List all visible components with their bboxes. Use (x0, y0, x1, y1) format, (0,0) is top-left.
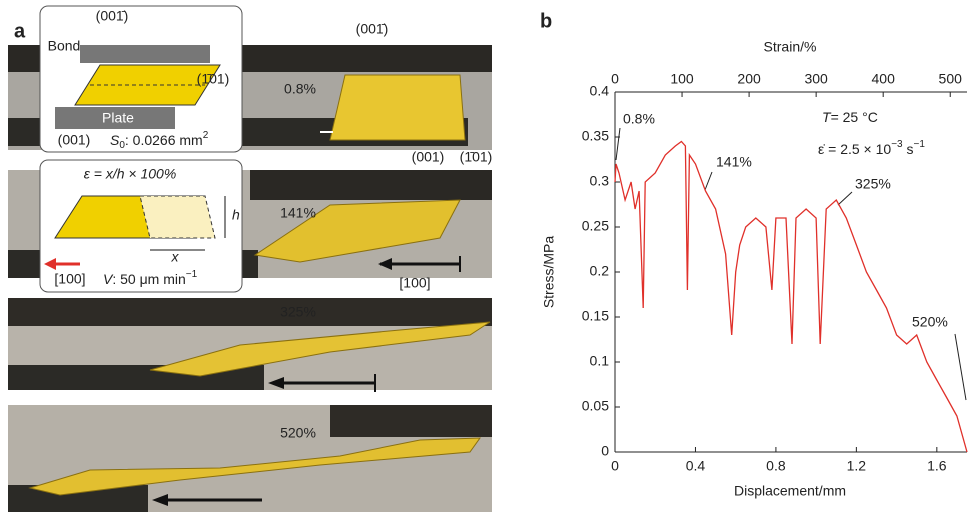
x2-tick-label: 500 (939, 71, 963, 87)
rate-unit-exp: −1 (913, 139, 925, 150)
speed-sup: −1 (186, 269, 198, 280)
photo-label: (1̄01) (460, 149, 493, 165)
temp-rest: = 25 °C (831, 109, 878, 125)
rate-unit: s (903, 141, 914, 157)
x2-tick-label: 300 (804, 71, 828, 87)
y-tick-label: 0.3 (590, 173, 610, 189)
area-sub: 0 (119, 140, 125, 151)
x-tick-label: 1.6 (927, 458, 947, 474)
frame-strain: 141% (280, 205, 316, 221)
x-tick-label: 0 (611, 458, 619, 474)
speed-label: V: 50 μm min−1 (103, 269, 198, 287)
inset-label: (001) (58, 132, 91, 148)
panel-label: a (14, 20, 26, 42)
temperature: T= 25 °C (822, 109, 878, 125)
x-tick-label: 1.2 (847, 458, 867, 474)
x2-tick-label: 200 (737, 71, 761, 87)
y-tick-label: 0.05 (582, 398, 609, 414)
y-tick-label: 0 (601, 443, 609, 459)
annotation: 325% (855, 176, 891, 192)
photo-label: [100] (399, 275, 430, 291)
temp-symbol: T (822, 109, 832, 125)
rate: ε̇ = 2.5 × 10−3 s−1 (818, 139, 925, 157)
inset-label: (1̄01) (197, 71, 230, 87)
inset-geometry-drawing (55, 45, 221, 129)
annotation-leaders (615, 127, 967, 401)
inset-label: Bond (48, 38, 81, 54)
rate-exp: −3 (891, 139, 903, 150)
inset-label: Plate (102, 110, 134, 126)
speed-rest: : 50 μm min (112, 271, 185, 287)
frame-strain: 520% (280, 425, 316, 441)
annotation: 520% (912, 314, 948, 330)
y-tick-label: 0.1 (590, 353, 610, 369)
photo-label: (001) (412, 149, 445, 165)
frame-strain: 325% (280, 304, 316, 320)
annotation: 0.8% (623, 111, 655, 127)
inset-label: (001̄) (96, 8, 129, 24)
speed-symbol: V (103, 271, 114, 287)
x2-axis-label: Strain/% (764, 39, 817, 55)
shear-formula: ε = x/h × 100% (84, 166, 177, 182)
x2-tick-label: 0 (611, 71, 619, 87)
stress-curve (614, 140, 968, 453)
inset-label: x (171, 249, 180, 265)
annotation: 141% (716, 154, 752, 170)
photo-label: (001̄) (356, 21, 389, 37)
y-tick-label: 0.25 (582, 218, 609, 234)
inset-label: [100] (54, 271, 85, 287)
inset-shear-drawing (44, 195, 226, 270)
area-symbol: S (110, 132, 120, 148)
y-axis-label: Stress/MPa (541, 236, 557, 309)
y-tick-label: 0.15 (582, 308, 609, 324)
area-sup: 2 (203, 130, 209, 141)
area-label: S0: 0.0266 mm2 (110, 130, 209, 151)
y-tick-label: 0.2 (590, 263, 610, 279)
inset-label: h (232, 207, 240, 223)
frame-strain: 0.8% (284, 81, 316, 97)
x2-tick-label: 100 (670, 71, 694, 87)
x-tick-label: 0.4 (686, 458, 706, 474)
area-rest: : 0.0266 mm (125, 132, 203, 148)
y-tick-label: 0.4 (590, 83, 610, 99)
rate-lhs: ε̇ = 2.5 × 10 (818, 141, 891, 157)
x-tick-label: 0.8 (766, 458, 786, 474)
y-tick-label: 0.35 (582, 128, 609, 144)
panel-label: b (540, 10, 552, 32)
x-axis-label: Displacement/mm (734, 483, 846, 499)
x2-tick-label: 400 (872, 71, 896, 87)
